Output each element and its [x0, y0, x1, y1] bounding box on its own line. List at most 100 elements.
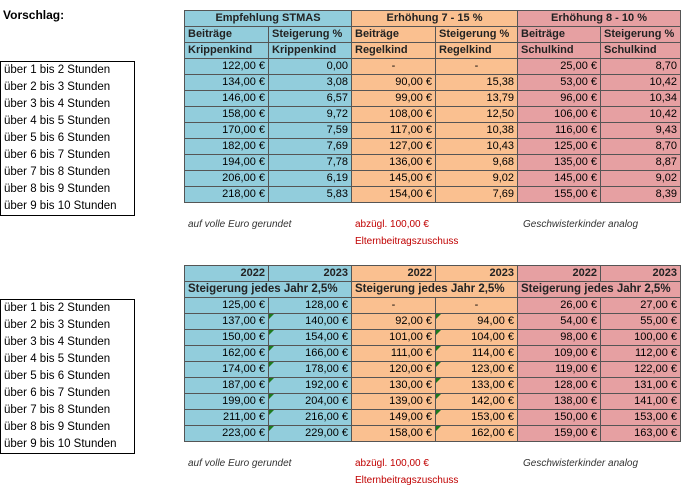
table-cell: 6,19: [268, 170, 352, 187]
table-cell: 135,00 €: [517, 154, 601, 171]
table-cell: 117,00 €: [351, 122, 436, 139]
table-cell: -: [435, 58, 518, 75]
hours-label: über 3 bis 4 Stunden: [4, 98, 111, 110]
table-cell: 90,00 €: [351, 74, 436, 91]
hours-label: über 9 bis 10 Stunden: [4, 438, 117, 450]
table-cell: 125,00 €: [517, 138, 601, 155]
col-header: Regelkind: [435, 42, 518, 59]
table-cell: 7,78: [268, 154, 352, 171]
hours-label: über 4 bis 5 Stunden: [4, 115, 111, 127]
table-cell: 94,00 €: [435, 313, 518, 330]
table-cell: 163,00 €: [600, 425, 681, 442]
table-cell: 134,00 €: [184, 74, 269, 91]
table-cell: 131,00 €: [600, 377, 681, 394]
year-header: 2022: [517, 265, 601, 282]
hours-label: über 4 bis 5 Stunden: [4, 353, 111, 365]
group-header-increase-7-15: Erhöhung 7 - 15 %: [351, 10, 518, 27]
table-row: 122,00 €0,00- -25,00 €8,70: [184, 58, 681, 75]
table-cell: 7,69: [435, 186, 518, 203]
table-cell: 7,69: [268, 138, 352, 155]
table-cell: 192,00 €: [268, 377, 352, 394]
table-cell: 5,83: [268, 186, 352, 203]
table-cell: 8,70: [600, 58, 681, 75]
hours-label: über 7 bis 8 Stunden: [4, 404, 111, 416]
table-row: 218,00 €5,83 154,00 €7,69 155,00 €8,39: [184, 186, 681, 203]
table-cell: 10,34: [600, 90, 681, 107]
table-cell: 122,00 €: [600, 361, 681, 378]
group-header-increase-8-10: Erhöhung 8 - 10 %: [517, 10, 681, 27]
table-cell: 125,00 €: [184, 297, 269, 314]
hours-label: über 7 bis 8 Stunden: [4, 166, 111, 178]
table-cell: 27,00 €: [600, 297, 681, 314]
col-header: Schulkind: [600, 42, 681, 59]
table-cell: 170,00 €: [184, 122, 269, 139]
table-cell: 99,00 €: [351, 90, 436, 107]
table-cell: 127,00 €: [351, 138, 436, 155]
table-row: 223,00 €229,00 €158,00 €162,00 €159,00 €…: [184, 425, 681, 442]
hours-label: über 5 bis 6 Stunden: [4, 370, 111, 382]
table-cell: 162,00 €: [184, 345, 269, 362]
table-cell: 146,00 €: [184, 90, 269, 107]
table-cell: 158,00 €: [351, 425, 436, 442]
table-cell: 3,08: [268, 74, 352, 91]
table-cell: 54,00 €: [517, 313, 601, 330]
note-siblings: Geschwisterkinder analog: [523, 219, 639, 230]
table-cell: 194,00 €: [184, 154, 269, 171]
table-cell: 218,00 €: [184, 186, 269, 203]
table-cell: 136,00 €: [351, 154, 436, 171]
table-cell: 8,87: [600, 154, 681, 171]
table-cell: 26,00 €: [517, 297, 601, 314]
table-cell: 153,00 €: [435, 409, 518, 426]
hours-labels-1: über 1 bis 2 Stunden über 2 bis 3 Stunde…: [0, 61, 135, 216]
table-cell: 145,00 €: [351, 170, 436, 187]
table-row: 170,00 €7,59 117,00 €10,38 116,00 €9,43: [184, 122, 681, 139]
table-cell: 229,00 €: [268, 425, 352, 442]
table-row: 174,00 €178,00 €120,00 €123,00 €119,00 €…: [184, 361, 681, 378]
table-cell: 53,00 €: [517, 74, 601, 91]
note-subsidy-label: Elternbeitragszuschuss: [355, 236, 459, 247]
group-header-stmas: Empfehlung STMAS: [184, 10, 352, 27]
page-title: Vorschlag:: [3, 8, 65, 22]
table-cell: 9,02: [600, 170, 681, 187]
table-cell: 119,00 €: [517, 361, 601, 378]
hours-label: über 5 bis 6 Stunden: [4, 132, 111, 144]
table-cell: 13,79: [435, 90, 518, 107]
table-cell: 10,42: [600, 106, 681, 123]
table-row: 137,00 €140,00 €92,00 €94,00 €54,00 €55,…: [184, 313, 681, 330]
note-subsidy: abzügl. 100,00 €: [355, 219, 429, 230]
table-cell: 145,00 €: [517, 170, 601, 187]
table-cell: 140,00 €: [268, 313, 352, 330]
table-cell: 9,68: [435, 154, 518, 171]
note-rounded: auf volle Euro gerundet: [188, 458, 292, 469]
table-cell: 141,00 €: [600, 393, 681, 410]
table-cell: 10,43: [435, 138, 518, 155]
table-cell: 55,00 €: [600, 313, 681, 330]
table-cell: 216,00 €: [268, 409, 352, 426]
table-cell: 25,00 €: [517, 58, 601, 75]
table-cell: 206,00 €: [184, 170, 269, 187]
table-row: 206,00 €6,19 145,00 €9,02 145,00 €9,02: [184, 170, 681, 187]
table-cell: 0,00: [268, 58, 352, 75]
table-cell: 9,72: [268, 106, 352, 123]
table-cell: 211,00 €: [184, 409, 269, 426]
table-cell: 9,02: [435, 170, 518, 187]
note-subsidy-label: Elternbeitragszuschuss: [355, 475, 459, 486]
note-rounded: auf volle Euro gerundet: [188, 219, 292, 230]
table-cell: 8,39: [600, 186, 681, 203]
table-cell: 155,00 €: [517, 186, 601, 203]
table-row: 199,00 €204,00 €139,00 €142,00 €138,00 €…: [184, 393, 681, 410]
table-cell: 15,38: [435, 74, 518, 91]
table-cell: 109,00 €: [517, 345, 601, 362]
table-cell: 154,00 €: [268, 329, 352, 346]
table-cell: 96,00 €: [517, 90, 601, 107]
table-cell: 128,00 €: [268, 297, 352, 314]
table-row: 194,00 €7,78 136,00 €9,68 135,00 €8,87: [184, 154, 681, 171]
table-cell: 92,00 €: [351, 313, 436, 330]
table-row: 162,00 €166,00 €111,00 €114,00 €109,00 €…: [184, 345, 681, 362]
col-header: Beiträge: [184, 26, 269, 43]
col-header: Beiträge: [351, 26, 436, 43]
table-cell: 158,00 €: [184, 106, 269, 123]
table-cell: -: [435, 297, 518, 314]
table-cell: 137,00 €: [184, 313, 269, 330]
hours-label: über 3 bis 4 Stunden: [4, 336, 111, 348]
